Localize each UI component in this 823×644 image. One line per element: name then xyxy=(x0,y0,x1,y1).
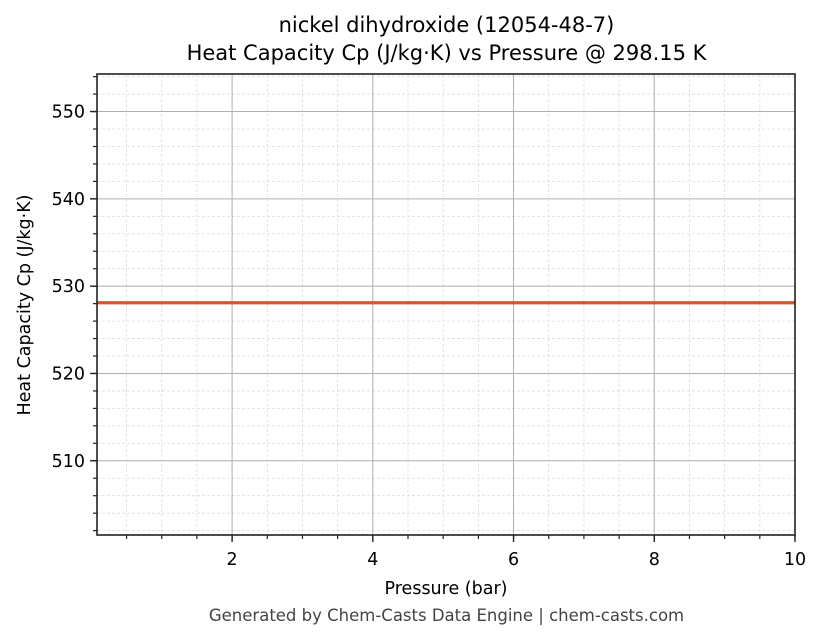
svg-text:2: 2 xyxy=(227,550,238,570)
axis-ticks xyxy=(90,76,796,542)
svg-text:10: 10 xyxy=(784,550,806,570)
x-axis-label: Pressure (bar) xyxy=(385,579,508,599)
chart-subtitle: Heat Capacity Cp (J/kg·K) vs Pressure @ … xyxy=(186,41,707,65)
footer-credit: Generated by Chem-Casts Data Engine | ch… xyxy=(208,606,685,625)
svg-text:510: 510 xyxy=(52,452,85,472)
svg-text:520: 520 xyxy=(52,364,85,384)
minor-grid xyxy=(97,74,796,535)
svg-text:8: 8 xyxy=(649,550,660,570)
axes-frame xyxy=(96,73,796,536)
y-axis-label: Heat Capacity Cp (J/kg·K) xyxy=(15,195,35,416)
major-grid xyxy=(97,74,796,535)
svg-text:540: 540 xyxy=(52,190,85,210)
axis-tick-labels: 2 4 6 8 10 510 520 530 540 550 xyxy=(52,103,807,570)
svg-text:4: 4 xyxy=(367,550,378,570)
svg-text:530: 530 xyxy=(52,277,85,297)
svg-text:6: 6 xyxy=(508,550,519,570)
svg-text:550: 550 xyxy=(52,103,85,123)
chart-title: nickel dihydroxide (12054-48-7) xyxy=(278,13,615,37)
